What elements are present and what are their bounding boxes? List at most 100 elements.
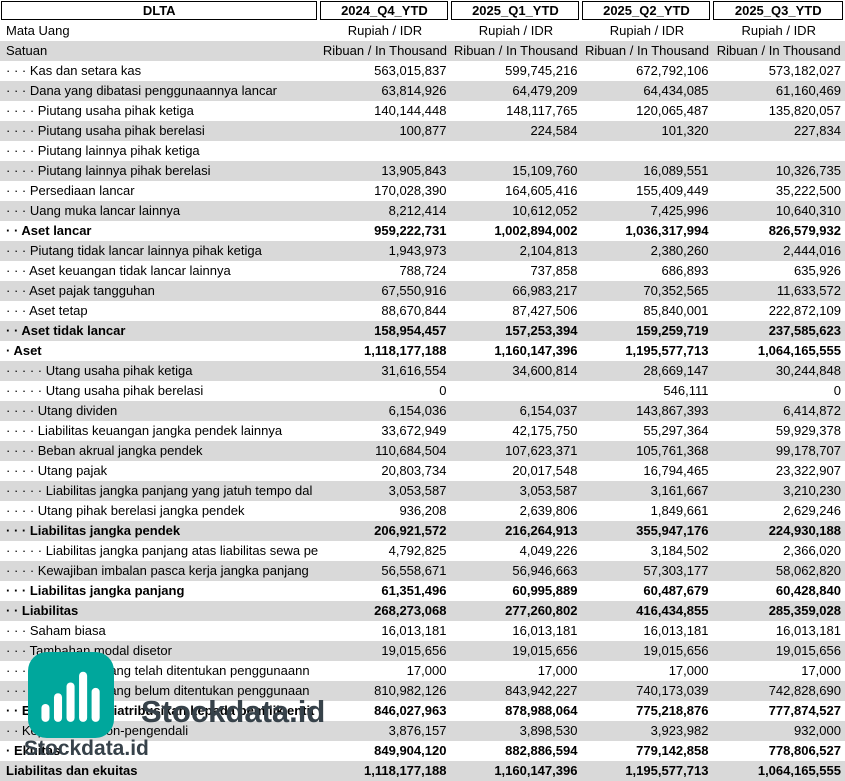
cell-value[interactable]: 563,015,837 <box>374 63 447 78</box>
row-label[interactable]: · · · · Piutang usaha pihak ketiga <box>6 103 194 118</box>
row-label[interactable]: Liabilitas dan ekuitas <box>6 763 138 778</box>
cell-value[interactable]: 63,814,926 <box>381 83 447 98</box>
cell-value[interactable]: 3,898,530 <box>519 723 578 738</box>
cell-value[interactable]: 849,904,120 <box>374 743 447 758</box>
cell-value[interactable]: 3,053,587 <box>388 483 447 498</box>
cell-value[interactable]: 546,111 <box>663 383 709 398</box>
cell-value[interactable]: 10,326,735 <box>775 163 841 178</box>
cell-value[interactable]: Rupiah / IDR <box>609 23 685 38</box>
cell-value[interactable]: 2,629,246 <box>783 503 841 518</box>
row-label[interactable]: · · · · Utang pihak berelasi jangka pend… <box>6 503 245 518</box>
cell-value[interactable]: 16,089,551 <box>643 163 709 178</box>
cell-value[interactable]: 3,210,230 <box>783 483 841 498</box>
cell-value[interactable]: 57,303,177 <box>643 563 709 578</box>
cell-value[interactable]: 6,154,037 <box>519 403 578 418</box>
cell-value[interactable]: 1,195,577,713 <box>625 343 709 358</box>
cell-value[interactable]: 7,425,996 <box>650 203 709 218</box>
cell-value[interactable]: 19,015,656 <box>643 643 709 658</box>
cell-value[interactable]: 2,366,020 <box>783 543 841 558</box>
cell-value[interactable]: 19,015,656 <box>381 643 447 658</box>
cell-value[interactable]: 28,669,147 <box>643 363 709 378</box>
cell-value[interactable]: 61,351,496 <box>381 583 447 598</box>
row-label[interactable]: · · · · Piutang usaha pihak berelasi <box>6 123 205 138</box>
cell-value[interactable]: 285,359,028 <box>768 603 841 618</box>
cell-value[interactable]: 34,600,814 <box>512 363 578 378</box>
cell-value[interactable]: 55,297,364 <box>643 423 709 438</box>
row-label[interactable]: · · · · Beban akrual jangka pendek <box>6 443 203 458</box>
row-label[interactable]: · · · · Utang pajak <box>6 463 108 478</box>
row-label[interactable]: · Aset <box>6 343 42 358</box>
row-label[interactable]: · · · Kas dan setara kas <box>6 63 142 78</box>
cell-value[interactable]: 87,427,506 <box>512 303 578 318</box>
cell-value[interactable]: 635,926 <box>793 263 841 278</box>
cell-value[interactable]: 101,320 <box>661 123 709 138</box>
cell-value[interactable]: 227,834 <box>793 123 841 138</box>
row-label[interactable]: · · · · Liabilitas keuangan jangka pende… <box>6 423 283 438</box>
cell-value[interactable]: Ribuan / In Thousand <box>584 43 710 58</box>
cell-value[interactable]: 843,942,227 <box>505 683 578 698</box>
cell-value[interactable]: 1,064,165,555 <box>757 763 841 778</box>
cell-value[interactable]: 4,049,226 <box>519 543 578 558</box>
cell-value[interactable]: 16,013,181 <box>512 623 578 638</box>
cell-value[interactable]: 143,867,393 <box>636 403 709 418</box>
column-header-2025-q2-ytd[interactable]: 2025_Q2_YTD <box>582 1 711 20</box>
cell-value[interactable]: 1,160,147,396 <box>494 343 578 358</box>
cell-value[interactable] <box>450 381 581 401</box>
cell-value[interactable]: 224,930,188 <box>768 523 841 538</box>
cell-value[interactable]: 16,013,181 <box>775 623 841 638</box>
row-label[interactable]: · · Aset tidak lancar <box>6 323 126 338</box>
cell-value[interactable]: 0 <box>833 383 841 398</box>
cell-value[interactable]: 140,144,448 <box>374 103 447 118</box>
cell-value[interactable]: 10,612,052 <box>512 203 578 218</box>
column-header-2025-q3-ytd[interactable]: 2025_Q3_YTD <box>713 1 843 20</box>
cell-value[interactable]: 778,806,527 <box>768 743 841 758</box>
cell-value[interactable]: 8,212,414 <box>388 203 447 218</box>
cell-value[interactable]: 6,414,872 <box>783 403 841 418</box>
cell-value[interactable]: 268,273,068 <box>374 603 447 618</box>
cell-value[interactable] <box>319 141 450 161</box>
cell-value[interactable]: 85,840,001 <box>643 303 709 318</box>
row-label[interactable]: Mata Uang <box>6 23 70 38</box>
cell-value[interactable]: 1,002,894,002 <box>494 223 578 238</box>
cell-value[interactable]: 66,983,217 <box>512 283 578 298</box>
cell-value[interactable]: 737,858 <box>530 263 578 278</box>
cell-value[interactable]: 107,623,371 <box>505 443 578 458</box>
cell-value[interactable]: 157,253,394 <box>505 323 578 338</box>
cell-value[interactable]: 1,943,973 <box>388 243 447 258</box>
cell-value[interactable]: 88,670,844 <box>381 303 447 318</box>
cell-value[interactable]: 775,218,876 <box>636 703 709 718</box>
cell-value[interactable]: 20,803,734 <box>381 463 447 478</box>
row-label[interactable]: · Ekuitas <box>6 743 61 758</box>
cell-value[interactable]: 936,208 <box>399 503 447 518</box>
cell-value[interactable]: 1,849,661 <box>650 503 709 518</box>
cell-value[interactable]: 826,579,932 <box>768 223 841 238</box>
cell-value[interactable]: 110,684,504 <box>375 443 447 458</box>
cell-value[interactable]: 105,761,368 <box>636 443 709 458</box>
cell-value[interactable]: 672,792,106 <box>636 63 709 78</box>
cell-value[interactable]: 10,640,310 <box>775 203 841 218</box>
cell-value[interactable]: 416,434,855 <box>636 603 709 618</box>
row-label[interactable]: · · · Uang muka lancar lainnya <box>6 203 181 218</box>
cell-value[interactable]: 2,444,016 <box>783 243 841 258</box>
cell-value[interactable]: 35,222,500 <box>775 183 841 198</box>
cell-value[interactable]: 60,487,679 <box>643 583 709 598</box>
row-label[interactable]: · · · Liabilitas jangka pendek <box>6 523 181 538</box>
cell-value[interactable]: 20,017,548 <box>512 463 578 478</box>
row-label[interactable]: · · · Saham biasa <box>6 623 106 638</box>
cell-value[interactable]: 3,184,502 <box>650 543 709 558</box>
cell-value[interactable] <box>581 141 712 161</box>
cell-value[interactable]: 61,160,469 <box>775 83 841 98</box>
row-label[interactable]: · · · · Utang dividen <box>6 403 118 418</box>
cell-value[interactable]: 60,995,889 <box>512 583 578 598</box>
row-label[interactable]: · · · Liabilitas jangka panjang <box>6 583 185 598</box>
cell-value[interactable]: 23,322,907 <box>775 463 841 478</box>
cell-value[interactable]: 224,584 <box>530 123 578 138</box>
cell-value[interactable]: 3,923,982 <box>650 723 709 738</box>
row-label[interactable]: · · · Piutang tidak lancar lainnya pihak… <box>6 243 262 258</box>
cell-value[interactable]: 60,428,840 <box>775 583 841 598</box>
cell-value[interactable]: 206,921,572 <box>374 523 447 538</box>
cell-value[interactable]: 70,352,565 <box>643 283 709 298</box>
cell-value[interactable]: 355,947,176 <box>636 523 709 538</box>
cell-value[interactable]: 16,794,465 <box>643 463 709 478</box>
cell-value[interactable]: 932,000 <box>793 723 841 738</box>
